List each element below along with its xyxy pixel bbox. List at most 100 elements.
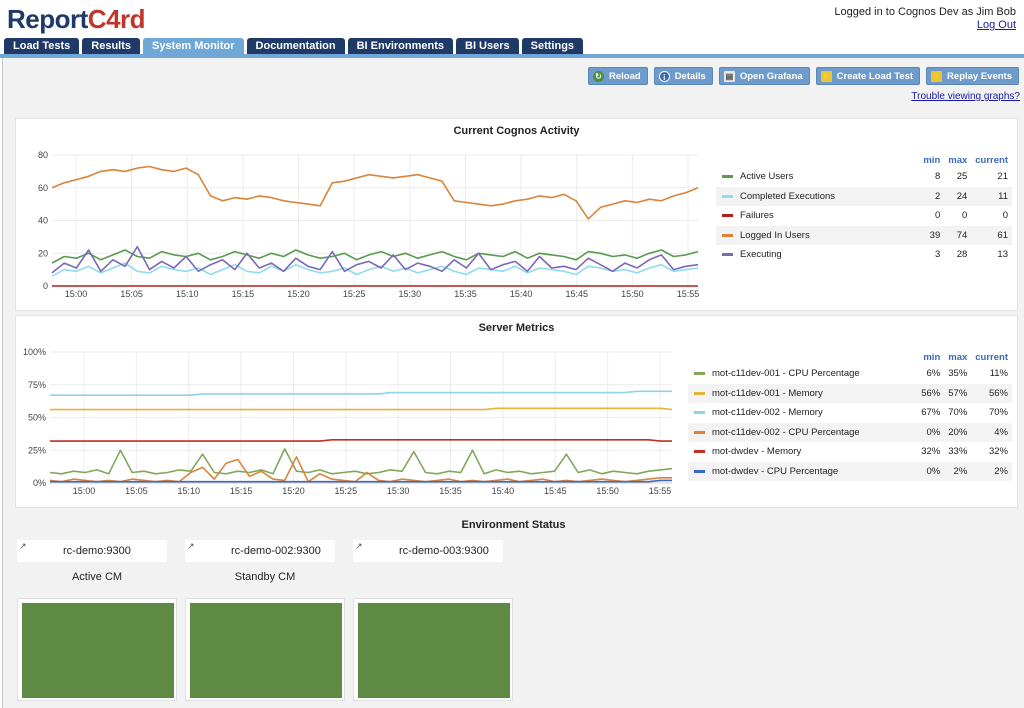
system-monitor-content: ↻ Reload i Details ▤ Open Grafana ⚡ Create L… [2, 58, 1024, 708]
legend-row[interactable]: Failures 0 0 0 [716, 206, 1012, 226]
legend-series-name[interactable]: Executing [716, 245, 918, 265]
legend-min-value: 2 [918, 186, 945, 206]
server-metrics-legend: min max current mot-c11dev-001 - CPU Percen… [688, 350, 1012, 481]
legend-row[interactable]: mot-dwdev - CPU Percentage 0% 2% 2% [688, 461, 1012, 481]
external-link-icon[interactable]: ↗ [19, 541, 27, 551]
legend-row[interactable]: mot-dwdev - Memory 32% 33% 32% [688, 442, 1012, 462]
reload-button[interactable]: ↻ Reload [588, 67, 648, 85]
x-tick-label: 15:15 [230, 486, 253, 496]
legend-series-name[interactable]: Failures [716, 206, 918, 226]
legend-row[interactable]: Executing 3 28 13 [716, 245, 1012, 265]
legend-row[interactable]: Logged In Users 39 74 61 [716, 225, 1012, 245]
server-metrics-chart: 0% 25% 50% 75% 100% 15:00 15:05 15:10 15:15 15:20… [23, 347, 673, 496]
legend-header-max[interactable]: max [948, 351, 968, 363]
x-tick-label: 15:05 [125, 486, 148, 496]
series-line [50, 390, 672, 396]
legend-label: mot-dwdev - Memory [712, 446, 802, 458]
series-line [50, 407, 673, 411]
trouble-viewing-graphs-link[interactable]: Trouble viewing graphs? [911, 91, 1020, 102]
y-tick-label: 60 [38, 183, 48, 193]
legend-current-value: 56% [971, 383, 1012, 403]
legend-table: min max current Active Users 8 25 21 Completed … [716, 153, 1012, 265]
legend-header-min[interactable]: min [923, 351, 941, 363]
legend-series-name[interactable]: mot-c11dev-001 - Memory [688, 383, 918, 403]
legend-series-name[interactable]: mot-c11dev-001 - CPU Percentage [688, 364, 917, 384]
series-line [51, 245, 699, 274]
x-tick-label: 15:25 [343, 289, 366, 299]
legend-swatch [694, 450, 705, 454]
legend-swatch [722, 214, 733, 218]
y-tick-label: 20 [38, 248, 48, 258]
cognos-activity-panel: Current Cognos Activity 0 20 40 60 80 15:00 15… [15, 118, 1018, 311]
legend-max-value: 24 [944, 186, 972, 206]
external-link-icon[interactable]: ↗ [187, 541, 195, 551]
tab-settings[interactable]: Settings [521, 38, 584, 55]
chart-title: Current Cognos Activity [453, 125, 580, 137]
login-info: Logged in to Cognos Dev as Jim Bob Log O… [834, 6, 1016, 32]
details-button[interactable]: i Details [653, 67, 713, 85]
tab-system-monitor[interactable]: System Monitor [143, 38, 244, 55]
x-tick-label: 15:55 [677, 289, 700, 299]
legend-min-value: 56% [917, 383, 945, 403]
legend-max-value: 0 [961, 210, 968, 222]
server-status-indicator[interactable] [17, 598, 177, 701]
environment-status-title: Environment Status [461, 519, 566, 531]
x-tick-label: 15:10 [176, 289, 199, 299]
chart-title: Server Metrics [478, 322, 555, 334]
legend-label: Completed Executions [740, 190, 836, 202]
open-grafana-button[interactable]: ▤ Open Grafana [718, 67, 810, 85]
legend-row[interactable]: mot-c11dev-001 - CPU Percentage 6% 35% 11% [688, 364, 1012, 384]
x-tick-label: 15:45 [544, 486, 567, 496]
series-line [51, 165, 699, 220]
tab-bar-underline [0, 54, 1024, 58]
legend-current-value: 32% [988, 446, 1008, 458]
y-tick-label: 80 [38, 150, 48, 160]
legend-header-current[interactable]: current [975, 154, 1008, 166]
server-status-indicator[interactable] [185, 598, 345, 701]
legend-min-value: 0 [934, 210, 941, 222]
legend-header-current[interactable]: current [975, 351, 1008, 363]
replay-events-button[interactable]: ⚡ Replay Events [926, 67, 1019, 85]
reload-label: Reload [609, 70, 641, 82]
legend-series-name[interactable]: Completed Executions [716, 186, 919, 206]
tab-bi-environments[interactable]: BI Environments [347, 38, 453, 55]
x-tick-label: 15:40 [492, 486, 515, 496]
legend-header-min[interactable]: min [923, 154, 941, 166]
external-link-icon[interactable]: ↗ [355, 541, 363, 551]
legend-min-value: 3 [934, 249, 941, 261]
legend-header-max[interactable]: max [948, 154, 968, 166]
legend-max-value: 28 [956, 249, 968, 261]
logout-link[interactable]: Log Out [976, 19, 1016, 31]
legend-swatch [722, 233, 733, 237]
legend-current-value: 70% [988, 407, 1008, 419]
legend-label: mot-c11dev-001 - CPU Percentage [712, 368, 860, 380]
legend-swatch [694, 372, 705, 376]
legend-header-blank [716, 153, 918, 167]
legend-series-name[interactable]: mot-c11dev-002 - Memory [688, 403, 917, 423]
tab-load-tests[interactable]: Load Tests [4, 38, 80, 55]
legend-series-name[interactable]: Active Users [716, 167, 918, 187]
x-tick-label: 15:20 [287, 289, 310, 299]
reportcard-logo[interactable]: ReportC4rd [7, 4, 146, 35]
legend-row[interactable]: mot-c11dev-002 - CPU Percentage 0% 20% 4% [688, 422, 1012, 442]
tab-documentation[interactable]: Documentation [246, 38, 345, 55]
legend-row[interactable]: Completed Executions 2 24 11 [716, 186, 1012, 206]
legend-series-name[interactable]: mot-c11dev-002 - CPU Percentage [688, 422, 918, 442]
server-status-indicator[interactable] [353, 598, 513, 701]
legend-row[interactable]: mot-c11dev-001 - Memory 56% 57% 56% [688, 383, 1012, 403]
legend-series-name[interactable]: Logged In Users [716, 225, 919, 245]
series-line [49, 448, 673, 475]
tab-bi-users[interactable]: BI Users [456, 38, 519, 55]
legend-label: mot-c11dev-001 - Memory [712, 387, 823, 399]
server-header: ↗ rc-demo:9300 [17, 540, 167, 562]
legend-label: mot-dwdev - CPU Percentage [712, 465, 839, 477]
legend-label: Failures [740, 210, 774, 222]
create-load-test-button[interactable]: ⚡ Create Load Test [815, 67, 921, 85]
legend-row[interactable]: Active Users 8 25 21 [716, 167, 1012, 187]
legend-label: Executing [740, 249, 782, 261]
legend-row[interactable]: mot-c11dev-002 - Memory 67% 70% 70% [688, 403, 1012, 423]
tab-results[interactable]: Results [82, 38, 141, 55]
legend-current-value: 11 [971, 186, 1012, 206]
legend-series-name[interactable]: mot-dwdev - Memory [688, 442, 917, 462]
legend-series-name[interactable]: mot-dwdev - CPU Percentage [688, 461, 918, 481]
